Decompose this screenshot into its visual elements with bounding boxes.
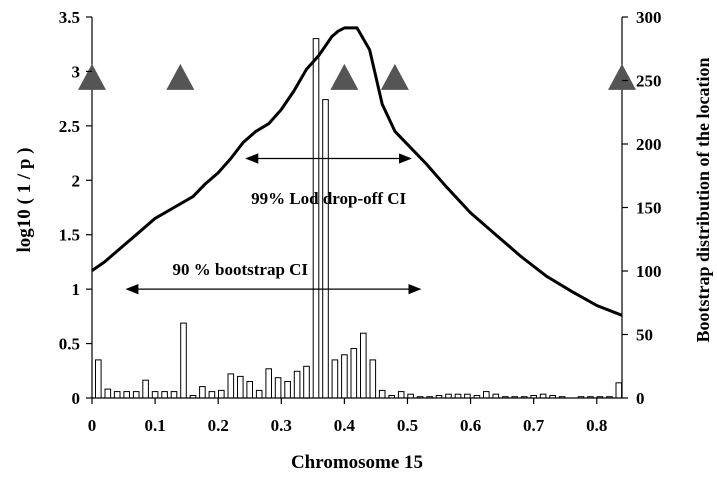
marker-triangle (166, 63, 195, 90)
bootstrap-bar (341, 354, 348, 399)
y-right-tick-label: 0 (636, 389, 645, 408)
interval-label-bootstrap: 90 % bootstrap CI (173, 260, 309, 279)
x-tick-label: 0.8 (586, 416, 607, 435)
y-left-tick-label: 3 (72, 62, 81, 81)
marker-triangle (380, 63, 409, 90)
marker-triangles (78, 63, 636, 90)
y-right-tick-label: 250 (636, 72, 662, 91)
bootstrap-bar (331, 359, 339, 399)
lod-curve (91, 26, 623, 317)
marker-triangle (608, 63, 636, 90)
x-tick-label: 0.3 (271, 416, 292, 435)
x-tick-label: 0.6 (460, 416, 481, 435)
bootstrap-bar (293, 370, 301, 399)
bootstrap-bar (615, 382, 623, 399)
bootstrap-bars (95, 38, 623, 399)
bootstrap-bar (208, 391, 216, 399)
y-right-tick-label: 200 (636, 135, 662, 154)
bootstrap-bar (95, 359, 102, 399)
y-left-tick-label: 1.5 (59, 226, 80, 245)
y-left-tick-label: 1 (72, 280, 81, 299)
bootstrap-bar (180, 322, 187, 399)
bootstrap-bar (397, 391, 405, 399)
bootstrap-bar (199, 386, 206, 399)
x-tick-label: 0.2 (208, 416, 229, 435)
bootstrap-bar (161, 391, 168, 399)
y-left-tick-label: 3.5 (59, 8, 80, 27)
bootstrap-bar (237, 375, 244, 399)
x-axis-title: Chromosome 15 (291, 452, 423, 473)
bootstrap-bar (218, 389, 225, 399)
y-right-tick-label: 100 (636, 262, 662, 281)
x-tick-label: 0.4 (334, 416, 356, 435)
y-right-tick-label: 150 (636, 199, 662, 218)
confidence-intervals: 99% Lod drop-off CI 90 % bootstrap CI (125, 153, 422, 295)
bootstrap-bar (312, 38, 320, 399)
marker-triangle (330, 63, 359, 90)
y-right-tick-label: 300 (636, 8, 662, 27)
lod-curve-line (91, 26, 623, 317)
bootstrap-bar (369, 359, 377, 399)
bootstrap-bar (274, 377, 282, 399)
y-left-tick-label: 2.5 (59, 117, 80, 136)
bootstrap-bar (142, 379, 149, 399)
bootstrap-bar (170, 391, 178, 399)
x-tick-label: 0 (88, 416, 97, 435)
bootstrap-bar (227, 373, 235, 399)
bootstrap-bar (378, 389, 386, 399)
bootstrap-bar (123, 391, 131, 399)
bootstrap-bar (303, 365, 310, 399)
bootstrap-bar (246, 381, 253, 399)
y-right-tick-label: 50 (636, 326, 653, 345)
bootstrap-bar (322, 99, 329, 399)
bootstrap-bar (132, 391, 140, 399)
bootstrap-bar (104, 388, 112, 399)
y-axis-right-title: Bootstrap distribution of the location (693, 57, 713, 342)
bootstrap-bar (284, 381, 291, 399)
bootstrap-bar (360, 332, 367, 399)
y-axis-left-title: log10 ( 1 / p ) (14, 147, 35, 252)
marker-triangle (78, 63, 106, 90)
y-left-tick-label: 0 (72, 389, 81, 408)
tick-labels: 0 0.5 1 1.5 2 2.5 3 3.5 0 50 100 150 200 250 300 0 0.1 0.… (59, 8, 662, 435)
x-tick-label: 0.7 (523, 416, 545, 435)
x-tick-label: 0.5 (397, 416, 418, 435)
bootstrap-bar (113, 391, 121, 399)
bootstrap-bar (151, 391, 159, 399)
y-left-tick-label: 2 (72, 171, 81, 190)
bootstrap-bar (350, 348, 358, 399)
bootstrap-bar (483, 391, 490, 399)
interval-label-lod: 99% Lod drop-off CI (251, 189, 406, 208)
x-tick-label: 0.1 (144, 416, 165, 435)
bootstrap-bar (265, 368, 272, 399)
bootstrap-bar (255, 389, 263, 399)
y-left-tick-label: 0.5 (59, 335, 80, 354)
